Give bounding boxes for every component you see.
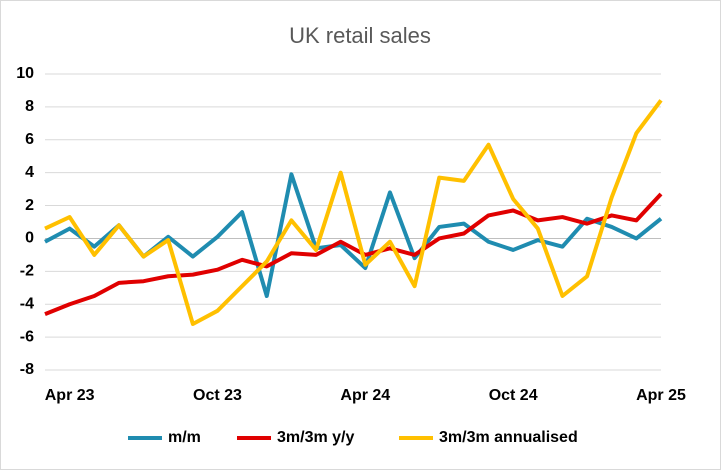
y-tick-label: 10 [16, 65, 34, 82]
legend-label: 3m/3m annualised [439, 429, 578, 446]
x-tick-label: Oct 23 [193, 387, 242, 404]
x-tick-label: Apr 25 [636, 387, 686, 404]
legend-label: 3m/3m y/y [277, 429, 354, 446]
y-tick-label: -4 [20, 295, 34, 312]
y-tick-label: 0 [25, 230, 34, 247]
y-tick-label: -6 [20, 328, 34, 345]
x-tick-label: Apr 23 [45, 387, 95, 404]
x-tick-label: Oct 24 [489, 387, 538, 404]
series-line [44, 192, 663, 316]
y-tick-label: -8 [20, 361, 34, 378]
legend-label: m/m [168, 429, 201, 446]
y-tick-label: 4 [25, 164, 34, 181]
y-tick-label: 6 [25, 131, 34, 148]
x-tick-label: Apr 24 [340, 387, 390, 404]
y-tick-label: -2 [20, 263, 34, 280]
chart-title: UK retail sales [289, 23, 431, 48]
y-tick-label: 8 [25, 98, 34, 115]
series-line [44, 99, 663, 326]
y-tick-label: 2 [25, 197, 34, 214]
